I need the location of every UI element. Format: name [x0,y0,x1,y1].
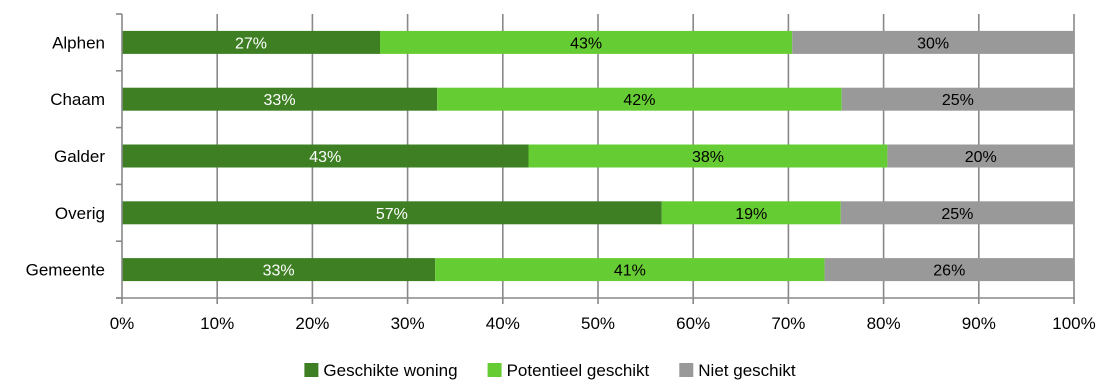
category-label: Galder [54,147,105,166]
data-label: 30% [917,35,949,52]
x-tick-label: 10% [200,314,234,333]
x-tick-label: 0% [110,314,135,333]
data-label: 57% [376,206,408,223]
legend-swatch [679,363,694,377]
x-tick-label: 50% [581,314,615,333]
bar-segment [824,258,1074,282]
data-label: 33% [264,92,296,109]
bar-segment [122,30,380,54]
data-label: 25% [942,92,974,109]
legend-swatch [304,363,319,377]
category-label: Alphen [52,33,105,52]
legend-label: Potentieel geschikt [507,361,650,380]
x-tick-label: 70% [771,314,805,333]
data-label: 19% [735,206,767,223]
data-label: 26% [933,263,965,280]
data-label: 38% [692,149,724,166]
bar-segment [122,201,662,225]
legend-label: Geschikte woning [323,361,457,380]
bar-segment [379,30,793,54]
x-tick-label: 80% [867,314,901,333]
bar-segment [661,201,841,225]
bar-segment [437,87,842,111]
bar-segment [122,258,436,282]
bar-segment [528,144,888,168]
bar-segment [122,87,438,111]
bar-segment [841,87,1074,111]
axes [116,13,1075,304]
legend-label: Niet geschikt [698,361,796,380]
data-label: 41% [614,263,646,280]
data-label: 27% [235,35,267,52]
data-label: 43% [309,149,341,166]
x-tick-label: 20% [295,314,329,333]
data-label: 42% [623,92,655,109]
x-tick-label: 60% [676,314,710,333]
bar-segment [435,258,825,282]
category-label: Chaam [50,90,105,109]
data-label: 43% [570,35,602,52]
x-tick-label: 90% [962,314,996,333]
legend: Geschikte woning Potentieel geschikt Niet … [304,361,796,380]
legend-swatch [487,363,502,377]
x-tick-label: 30% [391,314,425,333]
labels: 0% 10% 20% 30% 40% 50% 60% 70% 80% 90% 100% Alphen 2… [26,33,1096,333]
bar-segment [840,201,1074,225]
bar-segment [792,30,1074,54]
bar-segment [887,144,1074,168]
bars [122,30,1074,282]
data-label: 20% [965,149,997,166]
x-tick-label: 100% [1052,314,1095,333]
x-tick-label: 40% [486,314,520,333]
category-label: Overig [55,204,105,223]
category-label: Gemeente [26,261,105,280]
data-label: 33% [263,263,295,280]
bar-segment [122,144,529,168]
data-label: 25% [941,206,973,223]
